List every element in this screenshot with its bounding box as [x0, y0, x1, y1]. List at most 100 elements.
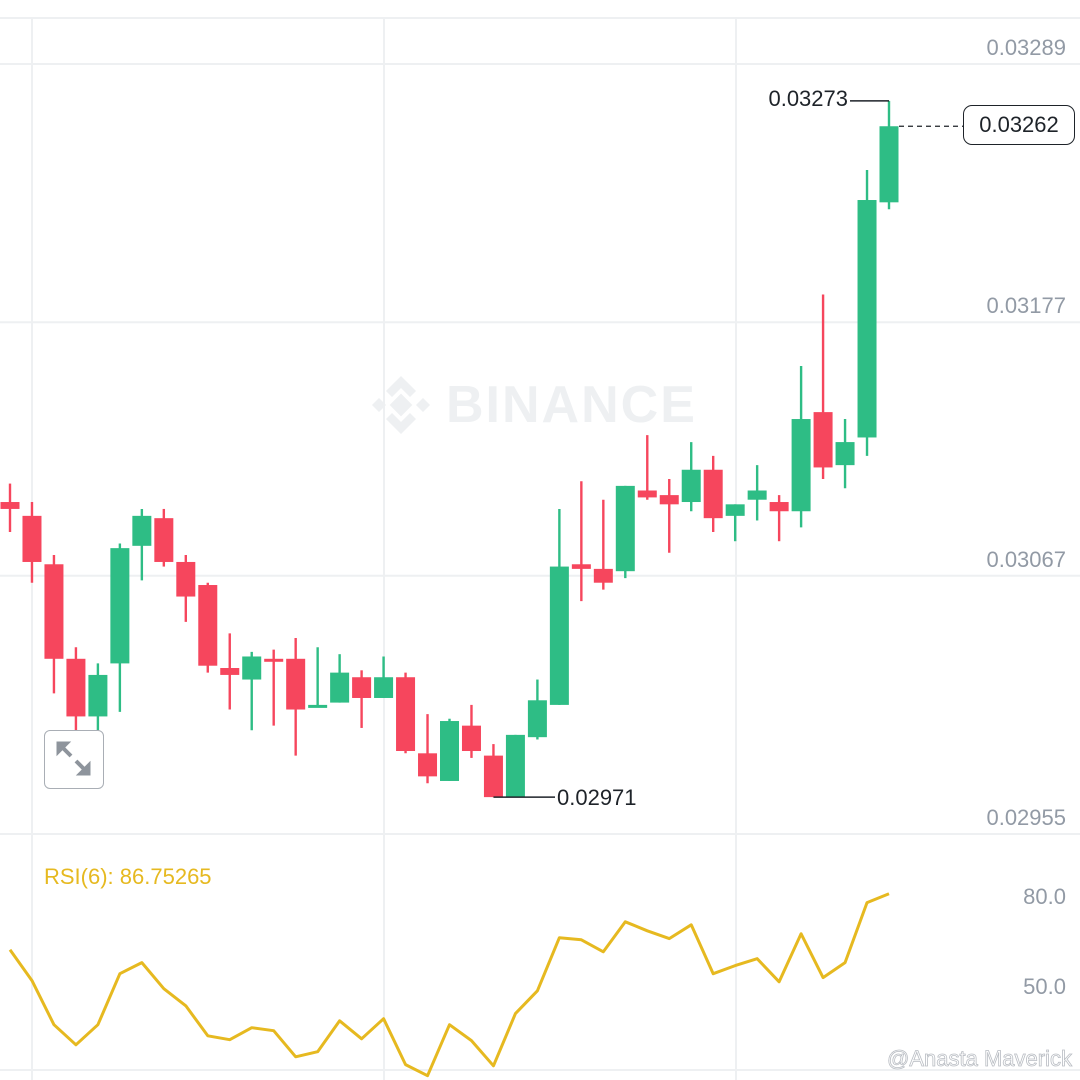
candle-body — [418, 753, 438, 777]
candle-up[interactable] — [681, 442, 701, 512]
candle-down[interactable] — [154, 508, 174, 567]
binance-logo-icon — [372, 376, 430, 434]
candle-up[interactable] — [110, 543, 130, 712]
low-price-label: 0.02971 — [557, 785, 637, 810]
candle-body — [483, 755, 503, 798]
candle-body — [703, 469, 723, 519]
candle-body — [747, 490, 767, 500]
candle-body — [66, 658, 86, 717]
candle-down[interactable] — [593, 499, 613, 590]
candle-down[interactable] — [352, 670, 372, 728]
candle-up[interactable] — [308, 647, 328, 708]
candle-down[interactable] — [659, 478, 679, 553]
candle-up[interactable] — [549, 508, 569, 705]
candle-body — [615, 485, 635, 572]
candle-down[interactable] — [396, 672, 416, 754]
candle-body — [44, 564, 64, 659]
candle-up[interactable] — [374, 656, 394, 698]
candle-body — [176, 561, 196, 597]
candle-up[interactable] — [857, 170, 877, 456]
watermark-text: BINANCE — [446, 376, 697, 434]
candle-body — [220, 668, 240, 675]
candle-body — [374, 677, 394, 698]
candle-up[interactable] — [132, 508, 152, 581]
rsi-tick-label: 50.0 — [1023, 974, 1066, 999]
rsi-title: RSI(6): 86.75265 — [44, 864, 212, 889]
candle-up[interactable] — [725, 504, 745, 542]
candle-body — [352, 677, 372, 698]
candle-up[interactable] — [835, 419, 855, 489]
candle-body — [308, 704, 328, 708]
candle-up[interactable] — [88, 663, 108, 731]
candle-up[interactable] — [440, 718, 459, 781]
candle-down[interactable] — [66, 647, 86, 731]
y-tick-label: 0.03067 — [986, 546, 1066, 572]
candle-body — [593, 568, 613, 583]
binance-watermark: BINANCE — [368, 372, 697, 438]
candle-up[interactable] — [330, 654, 350, 703]
candle-body — [637, 490, 657, 498]
candle-up[interactable] — [505, 734, 525, 798]
candle-up[interactable] — [791, 366, 811, 528]
candle-body — [813, 412, 833, 468]
candle-body — [527, 700, 547, 738]
candle-down[interactable] — [176, 555, 196, 622]
candle-down[interactable] — [483, 744, 503, 798]
candle-body — [88, 674, 108, 717]
candle-body — [264, 658, 284, 662]
candle-body — [242, 656, 262, 680]
candle-down[interactable] — [703, 455, 723, 532]
candle-body — [791, 419, 811, 512]
candle-down[interactable] — [769, 495, 789, 542]
rsi-tick-label: 80.0 — [1023, 884, 1066, 909]
author-credit: @Anasta Maverick — [887, 1046, 1073, 1072]
current-price-tag[interactable]: 0.03262 — [963, 105, 1075, 145]
candle-body — [571, 564, 591, 569]
candle-up[interactable] — [242, 651, 262, 731]
candle-body — [22, 515, 42, 562]
candle-down[interactable] — [44, 555, 64, 694]
candle-down[interactable] — [813, 294, 833, 479]
candle-body — [440, 721, 459, 781]
candle-up[interactable] — [527, 679, 547, 740]
candle-down[interactable] — [0, 483, 20, 532]
candle-body — [505, 734, 525, 798]
candle-body — [725, 504, 745, 516]
candle-body — [198, 585, 218, 666]
y-tick-label: 0.03177 — [986, 293, 1066, 319]
candle-down[interactable] — [286, 638, 306, 756]
expand-button[interactable] — [44, 730, 104, 789]
candle-body — [330, 672, 350, 703]
candle-body — [154, 518, 174, 562]
candle-body — [681, 469, 701, 503]
candle-body — [659, 495, 679, 505]
candle-body — [110, 548, 130, 664]
candle-down[interactable] — [22, 502, 42, 583]
candle-body — [286, 658, 306, 710]
candle-body — [0, 502, 20, 509]
candle-down[interactable] — [418, 714, 438, 784]
candle-down[interactable] — [461, 704, 481, 758]
expand-arrows-icon — [56, 741, 91, 776]
y-tick-label: 0.03289 — [986, 35, 1066, 60]
candle-up[interactable] — [879, 100, 899, 210]
candle-body — [769, 502, 789, 512]
candle-body — [835, 442, 855, 466]
rsi-line — [8, 892, 890, 1078]
candle-body — [857, 200, 877, 438]
candle-body — [549, 566, 569, 705]
candle-down[interactable] — [637, 435, 657, 500]
candle-down[interactable] — [264, 649, 284, 726]
y-tick-label: 0.02955 — [986, 805, 1066, 830]
candle-down[interactable] — [220, 633, 240, 710]
candle-down[interactable] — [571, 481, 591, 602]
candle-body — [396, 677, 416, 752]
candle-down[interactable] — [198, 582, 218, 673]
candle-body — [879, 126, 899, 203]
candle-body — [132, 515, 152, 546]
candle-up[interactable] — [747, 465, 767, 521]
high-price-label: 0.03273 — [768, 86, 848, 111]
candle-body — [461, 725, 481, 752]
candle-up[interactable] — [615, 485, 635, 579]
